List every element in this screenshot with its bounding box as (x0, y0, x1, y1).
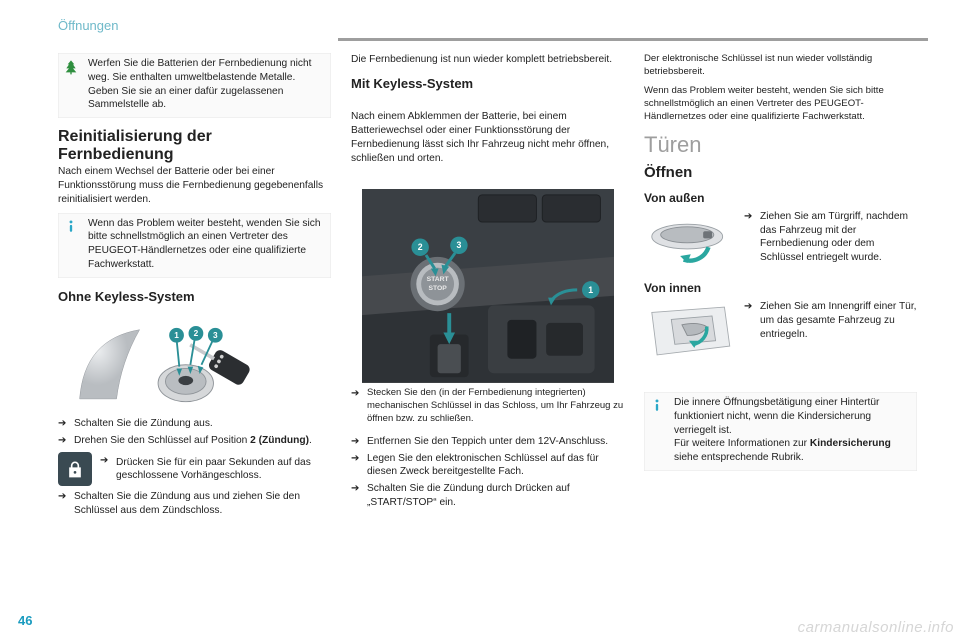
column-2: Die Fernbedienung ist nun wieder komplet… (351, 51, 624, 522)
bullet-arrow-icon: ➔ (351, 435, 361, 449)
bullet-text-pre: Drehen Sie den Schlüssel auf Position (74, 435, 250, 446)
bullet-arrow-icon: ➔ (351, 387, 361, 425)
bullet-arrow-icon: ➔ (744, 210, 754, 265)
info-icon (62, 217, 80, 272)
manual-page: Öffnungen Werfen Sie die Batterien der F… (0, 0, 960, 640)
bullets-mit: ➔Stecken Sie den (in der Fernbedienung i… (351, 387, 624, 509)
bullet-arrow-icon: ➔ (100, 454, 110, 484)
tree-icon (62, 57, 80, 112)
info-icon (648, 396, 666, 465)
lock-text: Drücken Sie für ein paar Sekunden auf da… (116, 454, 331, 484)
illustration-keyless: START STOP 1 2 (351, 189, 624, 383)
header-stripe (338, 38, 928, 41)
heading-reinit: Reinitialisierung der Fernbedienung (58, 128, 331, 163)
badge-1: 1 (588, 285, 593, 295)
bullet-text-post: . (309, 435, 312, 446)
bullet-text: Schalten Sie die Zündung durch Drücken a… (367, 482, 624, 510)
badge-2: 2 (193, 328, 198, 338)
info-post: siehe entsprechende Rubrik. (674, 452, 804, 463)
heading-ohne-keyless: Ohne Keyless-System (58, 288, 331, 306)
col3-top2: Wenn das Problem weiter besteht, wenden … (644, 85, 917, 124)
bullet-text: Schalten Sie die Zündung aus und ziehen … (74, 490, 331, 518)
badge-3: 3 (456, 241, 461, 251)
row-outside: ➔Ziehen Sie am Türgriff, nachdem das Fah… (644, 210, 917, 272)
lock-instruction: ➔Drücken Sie für ein paar Sekunden auf d… (58, 452, 331, 487)
info-note-box-1: Wenn das Problem weiter besteht, wenden … (58, 213, 331, 278)
bullet-arrow-icon: ➔ (351, 452, 361, 480)
info-note-text-2: Die innere Öffnungsbetätigung einer Hint… (674, 396, 913, 465)
bullet-text: Entfernen Sie den Teppich unter dem 12V-… (367, 435, 624, 449)
info-note-text-1: Wenn das Problem weiter besteht, wenden … (88, 217, 327, 272)
section-header: Öffnungen (58, 18, 928, 33)
outside-text: Ziehen Sie am Türgriff, nachdem das Fahr… (760, 210, 917, 265)
columns: Werfen Sie die Batterien der Fernbedienu… (58, 51, 928, 522)
illustration-ignition-key: 1 2 3 (58, 311, 331, 413)
col2-top: Die Fernbedienung ist nun wieder komplet… (351, 53, 624, 67)
watermark: carmanualsonline.info (798, 619, 954, 636)
heading-mit-keyless: Mit Keyless-System (351, 75, 624, 93)
col3-top1: Der elektronische Schlüssel ist nun wied… (644, 53, 917, 79)
info-bold: Kindersicherung (810, 438, 891, 449)
svg-text:STOP: STOP (428, 285, 447, 292)
inside-text: Ziehen Sie am Innengriff einer Tür, um d… (760, 300, 917, 341)
bullet-arrow-icon: ➔ (351, 482, 361, 510)
heading-open: Öffnen (644, 163, 917, 183)
bullet-text-bold: 2 (Zündung) (250, 435, 309, 446)
bullet-arrow-icon: ➔ (58, 417, 68, 431)
bullets-ohne: ➔ Schalten Sie die Zündung aus. ➔ Drehen S… (58, 417, 331, 448)
heading-from-inside: Von innen (644, 280, 917, 296)
reinit-body: Nach einem Wechsel der Batterie oder bei… (58, 165, 331, 206)
col2-mit-body: Nach einem Abklemmen der Batterie, bei e… (351, 110, 624, 165)
info-note-box-2: Die innere Öffnungsbetätigung einer Hint… (644, 392, 917, 471)
eco-note-box: Werfen Sie die Batterien der Fernbedienu… (58, 53, 331, 118)
badge-1: 1 (174, 330, 179, 340)
bullet-text: Drehen Sie den Schlüssel auf Position 2 … (74, 434, 331, 448)
row-inside: ➔Ziehen Sie am Innengriff einer Tür, um … (644, 300, 917, 362)
column-1: Werfen Sie die Batterien der Fernbedienu… (58, 51, 331, 522)
bullet-arrow-icon: ➔ (58, 490, 68, 518)
bullet-text: Stecken Sie den (in der Fernbedienung in… (367, 387, 624, 425)
heading-from-outside: Von außen (644, 190, 917, 206)
bullet-text: Legen Sie den elektronischen Schlüssel a… (367, 452, 624, 480)
illustration-outer-handle (644, 210, 734, 272)
heading-doors: Türen (644, 130, 917, 160)
badge-3: 3 (212, 330, 217, 340)
svg-text:START: START (426, 277, 449, 284)
badge-2: 2 (417, 243, 422, 253)
illustration-inner-handle (644, 300, 734, 362)
bullet-arrow-icon: ➔ (744, 300, 754, 341)
column-3: Der elektronische Schlüssel ist nun wied… (644, 51, 917, 522)
bullet-arrow-icon: ➔ (58, 434, 68, 448)
page-number: 46 (18, 613, 32, 628)
bullet-text: Schalten Sie die Zündung aus. (74, 417, 331, 431)
padlock-icon (58, 452, 92, 486)
eco-note-text: Werfen Sie die Batterien der Fernbedienu… (88, 57, 327, 112)
